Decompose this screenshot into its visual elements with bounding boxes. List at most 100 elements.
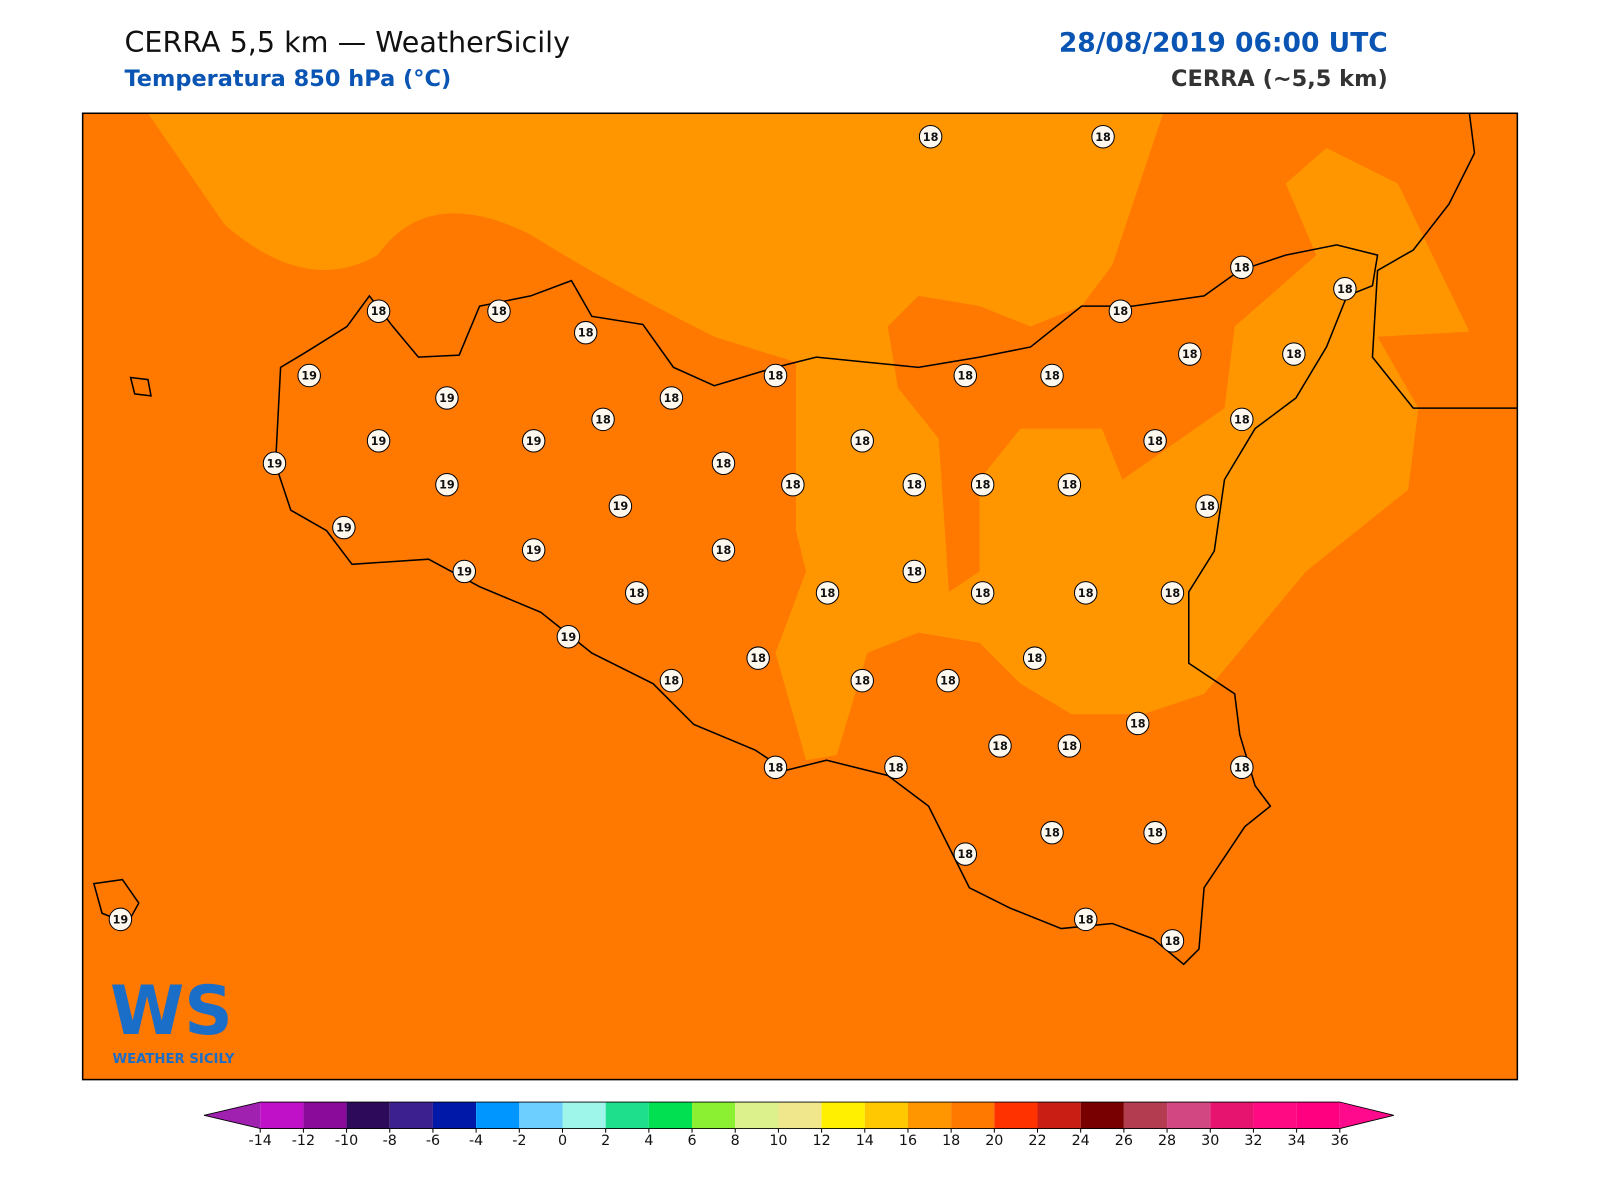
colorbar-segment (1167, 1102, 1211, 1129)
station-value: 18 (1234, 413, 1250, 426)
station-value: 19 (267, 457, 283, 470)
station-value: 19 (456, 565, 472, 578)
station-value: 19 (613, 500, 629, 513)
colorbar-tick-label: 20 (985, 1133, 1003, 1149)
station-marker (988, 734, 1012, 758)
station-value: 19 (526, 544, 542, 557)
colorbar-segment (821, 1102, 865, 1129)
station-marker (1126, 711, 1150, 736)
station-marker (970, 472, 995, 497)
colorbar-segment (1037, 1102, 1081, 1129)
map: WS WEATHER SICILY (81, 112, 1519, 1081)
station-marker (487, 299, 511, 323)
station-value: 18 (1078, 587, 1094, 600)
station-value: 18 (1337, 283, 1353, 296)
station-marker (711, 451, 736, 475)
station-marker (902, 472, 927, 497)
station-value: 18 (923, 131, 939, 144)
colorbar-segment (692, 1102, 736, 1129)
station-value: 18 (716, 457, 732, 470)
colorbar-segment (303, 1102, 347, 1129)
station-marker (850, 668, 874, 693)
station-value: 18 (1199, 500, 1215, 513)
colorbar-tick-label: 10 (769, 1133, 787, 1149)
colorbar-under (204, 1102, 261, 1129)
colorbar-segment (907, 1102, 952, 1129)
station-marker (1143, 820, 1167, 845)
coastline (92, 113, 1518, 966)
station-marker (521, 538, 546, 562)
station-marker (659, 668, 684, 693)
station-marker (1333, 277, 1357, 301)
station-value: 18 (1130, 717, 1146, 730)
station-marker (884, 755, 908, 780)
station-value: 19 (526, 435, 542, 448)
station-value: 18 (1078, 913, 1094, 926)
station-marker (763, 363, 788, 388)
colorbar-segment (389, 1102, 433, 1129)
colorbar-segment (605, 1102, 649, 1129)
station-value: 18 (1062, 740, 1078, 753)
station-value: 18 (906, 565, 922, 578)
station-marker (711, 538, 736, 562)
colorbar-tick-label: 26 (1115, 1133, 1133, 1149)
colorbar-tick-label: 14 (856, 1133, 874, 1149)
station-value: 18 (957, 848, 973, 861)
station-value: 19 (336, 522, 352, 535)
station-value: 19 (439, 479, 455, 492)
colorbar-over (1339, 1102, 1394, 1129)
station-marker (1178, 342, 1202, 366)
station-value: 18 (750, 652, 766, 665)
colorbar-tick-label: 4 (644, 1133, 653, 1149)
station-value: 18 (854, 435, 870, 448)
colorbar-tick-label: 24 (1072, 1133, 1090, 1149)
colorbar-tick-label: -14 (249, 1133, 272, 1149)
station-value: 18 (975, 587, 991, 600)
station-marker (573, 320, 598, 345)
station-marker (1040, 363, 1064, 388)
station-marker (970, 581, 995, 605)
station-value: 19 (113, 913, 129, 926)
station-value: 18 (1147, 827, 1163, 840)
colorbar-segment (519, 1102, 563, 1129)
station-value: 18 (992, 740, 1008, 753)
station-marker (936, 668, 960, 693)
colorbar-tick-label: 6 (688, 1133, 697, 1149)
station-marker (1230, 255, 1254, 280)
station-marker (556, 625, 581, 649)
colorbar-tick-label: 32 (1244, 1133, 1262, 1149)
station-value: 18 (1113, 305, 1129, 318)
colorbar-tick-label: 0 (558, 1133, 567, 1149)
station-value: 19 (301, 370, 317, 383)
colorbar: -14 -12 -10 -8 -6 -4 -2 0 2 4 6 8 10 12 14 16 18 20 22 24 26… (203, 1101, 1394, 1149)
station-marker (1091, 125, 1115, 149)
station-marker (953, 842, 978, 866)
station-value: 18 (664, 392, 680, 405)
colorbar-tick-label: -6 (426, 1133, 440, 1149)
station-value: 18 (957, 370, 973, 383)
station-marker (435, 386, 459, 410)
model: CERRA (~5,5 km) (1171, 66, 1388, 92)
station-marker (1057, 734, 1082, 758)
colorbar-tick-label: 18 (942, 1133, 960, 1149)
colorbar-tick-label: -4 (469, 1133, 483, 1149)
station-marker (1282, 342, 1306, 366)
station-marker (781, 472, 805, 497)
colorbar-tick-label: 28 (1158, 1133, 1176, 1149)
station-marker (918, 125, 943, 149)
datetime: 28/08/2019 06:00 UTC (1059, 27, 1388, 58)
station-value: 18 (1286, 348, 1302, 361)
station-value: 19 (439, 392, 455, 405)
station-value: 18 (1182, 348, 1198, 361)
station-value: 18 (595, 413, 611, 426)
warm-zone (147, 113, 1470, 761)
station-marker (815, 581, 840, 605)
station-value: 18 (1234, 761, 1250, 774)
colorbar-tick-label: 22 (1028, 1133, 1046, 1149)
colorbar-tick-label: 36 (1331, 1133, 1349, 1149)
station-marker (262, 451, 287, 475)
map-frame (81, 112, 1519, 1081)
colorbar-tick-label: 2 (601, 1133, 610, 1149)
station-value: 18 (491, 305, 507, 318)
